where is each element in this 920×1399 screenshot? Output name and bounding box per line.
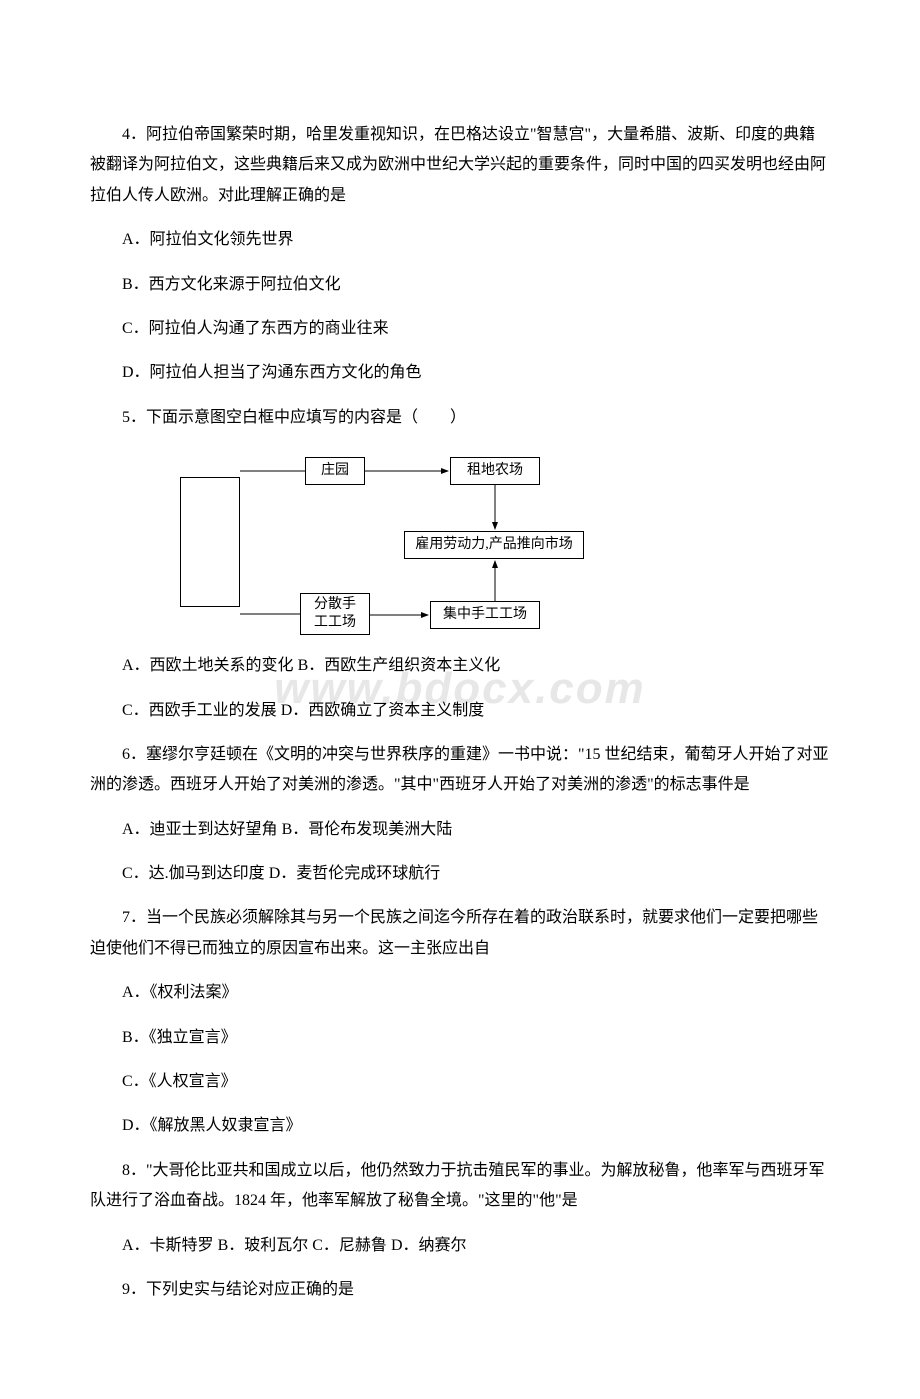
- diagram-box-scatter: 分散手 工工场: [300, 593, 370, 635]
- diagram-box-manor: 庄园: [305, 457, 365, 485]
- q6-option-b: B．哥伦布发现美洲大陆: [282, 821, 453, 838]
- q5-option-c: C．西欧手工业的发展: [122, 702, 277, 719]
- q8-stem: 8．"大哥伦比亚共和国成立以后，他仍然致力于抗击殖民军的事业。为解放秘鲁，他率军…: [90, 1156, 830, 1217]
- q9-stem: 9．下列史实与结论对应正确的是: [90, 1275, 830, 1305]
- q7-option-b: B．《独立宣言》: [90, 1023, 830, 1053]
- diagram-box-blank: [180, 477, 240, 607]
- q5-option-b: B．西欧生产组织资本主义化: [298, 657, 501, 674]
- q4-option-a: A．阿拉伯文化领先世界: [90, 225, 830, 255]
- diagram-box-rentfarm: 租地农场: [450, 457, 540, 485]
- q7-option-d: D．《解放黑人奴隶宣言》: [90, 1111, 830, 1141]
- q6-option-a: A．迪亚士到达好望角: [122, 821, 278, 838]
- q6-stem: 6．塞缪尔亨廷顿在《文明的冲突与世界秩序的重建》一书中说："15 世纪结束，葡萄…: [90, 740, 830, 801]
- diagram-box-labor: 雇用劳动力,产品推向市场: [404, 531, 584, 559]
- q4-option-b: B．西方文化来源于阿拉伯文化: [90, 270, 830, 300]
- q6-option-d: D．麦哲伦完成环球航行: [269, 865, 441, 882]
- q5-options-line1: A．西欧土地关系的变化 B．西欧生产组织资本主义化: [90, 651, 830, 681]
- q7-option-a: A．《权利法案》: [90, 978, 830, 1008]
- q7-option-c: C．《人权宣言》: [90, 1067, 830, 1097]
- q4-option-d: D．阿拉伯人担当了沟通东西方文化的角色: [90, 358, 830, 388]
- q6-options-line1: A．迪亚士到达好望角 B．哥伦布发现美洲大陆: [90, 815, 830, 845]
- q4-option-c: C．阿拉伯人沟通了东西方的商业往来: [90, 314, 830, 344]
- q5-stem: 5．下面示意图空白框中应填写的内容是（ ）: [90, 403, 830, 433]
- q5-option-d: D．西欧确立了资本主义制度: [281, 702, 485, 719]
- q5-options-line2: C．西欧手工业的发展 D．西欧确立了资本主义制度: [90, 696, 830, 726]
- q8-option-c: C．尼赫鲁: [312, 1237, 387, 1254]
- q6-option-c: C．达.伽马到达印度: [122, 865, 265, 882]
- q8-option-d: D．纳赛尔: [391, 1237, 467, 1254]
- q5-option-a: A．西欧土地关系的变化: [122, 657, 294, 674]
- q8-option-a: A．卡斯特罗: [122, 1237, 214, 1254]
- q8-option-b: B．玻利瓦尔: [218, 1237, 309, 1254]
- diagram-box-central: 集中手工工场: [430, 601, 540, 629]
- q5-diagram: 庄园 租地农场 雇用劳动力,产品推向市场 分散手 工工场 集中手工工场: [150, 447, 580, 637]
- q4-stem: 4．阿拉伯帝国繁荣时期，哈里发重视知识，在巴格达设立"智慧宫"，大量希腊、波斯、…: [90, 120, 830, 211]
- q7-stem: 7．当一个民族必须解除其与另一个民族之间迄今所存在着的政治联系时，就要求他们一定…: [90, 903, 830, 964]
- q6-options-line2: C．达.伽马到达印度 D．麦哲伦完成环球航行: [90, 859, 830, 889]
- q8-options: A．卡斯特罗 B．玻利瓦尔 C．尼赫鲁 D．纳赛尔: [90, 1231, 830, 1261]
